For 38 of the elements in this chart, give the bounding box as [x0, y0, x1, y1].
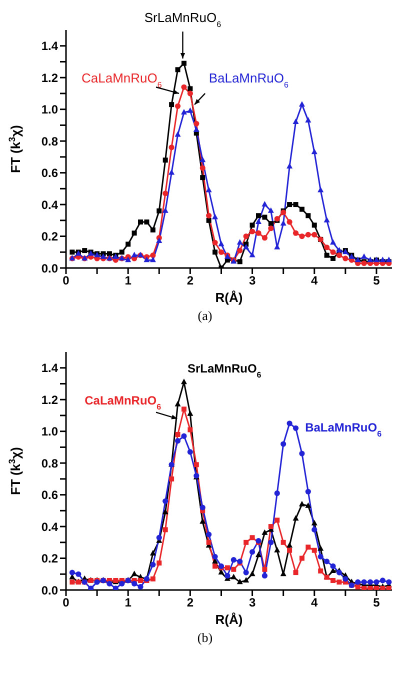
- x-tick-label: 0: [62, 596, 70, 610]
- text: (b): [196, 630, 214, 647]
- series-label: CaLaMnRuO$_{6}$: [82, 70, 162, 89]
- x-tick-label: 4: [311, 274, 318, 288]
- y-tick-label: 0.0: [41, 583, 58, 598]
- y-tick-label: 1.2: [41, 70, 58, 85]
- y-tick-label: 0.2: [41, 552, 58, 566]
- y-tick-label: 0.0: [41, 261, 58, 276]
- x-tick-label: 3: [248, 274, 256, 288]
- y-tick-label: 0.8: [41, 456, 58, 470]
- y-tick-label: 0.8: [41, 134, 58, 148]
- x-axis-title: R(Å): [215, 290, 243, 305]
- y-tick-label: 1.2: [41, 392, 58, 407]
- series-label: CaLaMnRuO$_{6}$: [84, 393, 162, 411]
- text: (a): [196, 308, 214, 325]
- y-tick-label: 0.6: [41, 166, 58, 180]
- x-tick-label: 2: [186, 274, 194, 288]
- y-tick-label: 0.4: [41, 520, 58, 534]
- series-label: SrLaMnRuO$_{6}$: [187, 362, 262, 380]
- text: SrLaMnRuO$_{6}$: [144, 10, 222, 29]
- y-tick-label: 1.4: [41, 361, 58, 376]
- x-tick-label: 5: [373, 274, 380, 288]
- x-tick-label: 1: [124, 274, 132, 288]
- x-tick-label: 5: [373, 596, 380, 610]
- y-tick-label: 0.4: [41, 198, 58, 212]
- series-label: BaLaMnRuO$_{6}$: [305, 420, 382, 438]
- x-tick-label: 4: [311, 596, 318, 610]
- y-tick-label: 1.4: [41, 39, 58, 54]
- series-label: BaLaMnRuO$_{6}$: [208, 70, 289, 89]
- x-tick-label: 0: [62, 274, 70, 288]
- y-tick-label: 0.6: [41, 488, 58, 502]
- x-tick-label: 3: [248, 596, 256, 610]
- y-tick-label: 0.2: [41, 230, 58, 244]
- x-tick-label: 1: [124, 596, 132, 610]
- y-tick-label: 1.0: [41, 424, 58, 439]
- x-tick-label: 2: [186, 596, 194, 610]
- x-axis-title: R(Å): [215, 612, 243, 627]
- y-tick-label: 1.0: [41, 102, 58, 117]
